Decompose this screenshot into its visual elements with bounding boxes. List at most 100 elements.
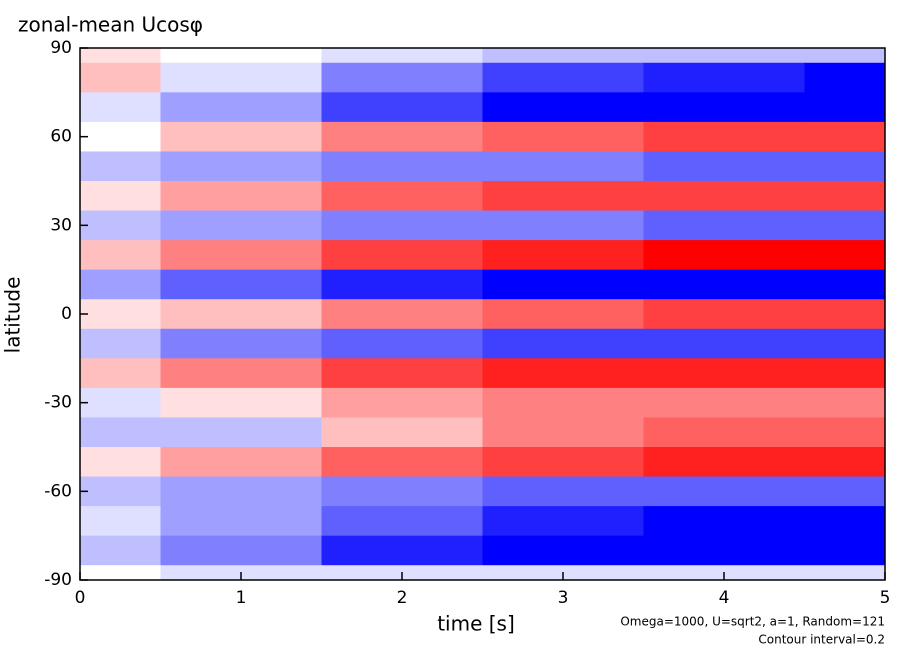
field-cell (643, 48, 805, 64)
field-cell (804, 476, 885, 507)
field-cell (321, 387, 483, 418)
field-cell (804, 269, 885, 300)
field-cell (482, 476, 644, 507)
field-cell (321, 535, 483, 566)
field-cell (160, 62, 322, 93)
field-cell (804, 328, 885, 359)
field-cell (160, 240, 322, 271)
field-cell (160, 299, 322, 330)
field-cell (804, 506, 885, 537)
field-cell (160, 48, 322, 64)
field-cell (80, 181, 161, 212)
field-cell (643, 269, 805, 300)
x-axis-label: time [s] (437, 612, 515, 636)
field-cell (321, 48, 483, 64)
field-cell (80, 535, 161, 566)
field-cell (482, 121, 644, 152)
field-cell (80, 210, 161, 241)
field-cell (804, 387, 885, 418)
field-cell (321, 299, 483, 330)
field-cell (804, 358, 885, 389)
field-cell (321, 181, 483, 212)
field-cell (804, 299, 885, 330)
y-tick-label: -60 (44, 481, 72, 501)
field-cell (482, 151, 644, 182)
field-cell (643, 299, 805, 330)
field-cell (321, 328, 483, 359)
field-cell (643, 535, 805, 566)
field-cell (80, 417, 161, 448)
field-cell (804, 48, 885, 64)
field-cell (80, 62, 161, 93)
field-cell (643, 121, 805, 152)
field-cell (80, 506, 161, 537)
field-cell (482, 210, 644, 241)
field-cell (321, 506, 483, 537)
field-cell (80, 328, 161, 359)
field-cell (160, 535, 322, 566)
field-cell (643, 240, 805, 271)
field-cell (80, 121, 161, 152)
field-cell (482, 299, 644, 330)
field-cell (482, 447, 644, 478)
x-tick-label: 0 (75, 588, 86, 608)
field-cell (160, 328, 322, 359)
field-cell (321, 92, 483, 123)
field-cell (321, 417, 483, 448)
field-cell (321, 210, 483, 241)
annotation: Contour interval=0.2 (758, 633, 885, 647)
field-cell (643, 447, 805, 478)
chart-title: zonal-mean Ucosφ (18, 13, 203, 37)
y-tick-label: -90 (44, 570, 72, 590)
field-cell (804, 535, 885, 566)
field-cell (321, 476, 483, 507)
field-cell (160, 269, 322, 300)
field-cell (643, 506, 805, 537)
field-cell (80, 358, 161, 389)
x-tick-label: 3 (558, 588, 569, 608)
field-cell (643, 387, 805, 418)
field-cell (482, 535, 644, 566)
y-tick-label: 30 (50, 215, 72, 235)
field-cell (482, 92, 644, 123)
field-cell (160, 151, 322, 182)
field-cell (643, 358, 805, 389)
field-cell (482, 48, 644, 64)
field-cell (160, 358, 322, 389)
field-cell (643, 417, 805, 448)
field-cell (643, 151, 805, 182)
field-cell (160, 387, 322, 418)
x-tick-label: 2 (397, 588, 408, 608)
field-cell (804, 240, 885, 271)
field-cell (804, 151, 885, 182)
field-cell (160, 417, 322, 448)
field-cell (321, 121, 483, 152)
field-cell (482, 358, 644, 389)
field-cell (804, 417, 885, 448)
field-cell (80, 240, 161, 271)
field-cell (321, 358, 483, 389)
field-cell (482, 240, 644, 271)
field-cell (482, 506, 644, 537)
field-cell (80, 447, 161, 478)
field-cell (321, 447, 483, 478)
field-cell (643, 181, 805, 212)
y-axis-label: latitude (1, 277, 25, 354)
field-cell (80, 299, 161, 330)
field-cell (482, 417, 644, 448)
field-cell (321, 269, 483, 300)
field-cell (804, 121, 885, 152)
field-cell (160, 181, 322, 212)
field-cell (321, 151, 483, 182)
field-cell (482, 269, 644, 300)
y-tick-label: 60 (50, 127, 72, 147)
field-cell (80, 269, 161, 300)
field-cell (482, 328, 644, 359)
x-tick-label: 1 (236, 588, 247, 608)
field-cell (482, 62, 644, 93)
field-cell (80, 92, 161, 123)
y-tick-label: 90 (50, 38, 72, 58)
field-cell (160, 121, 322, 152)
field-cell (643, 92, 805, 123)
